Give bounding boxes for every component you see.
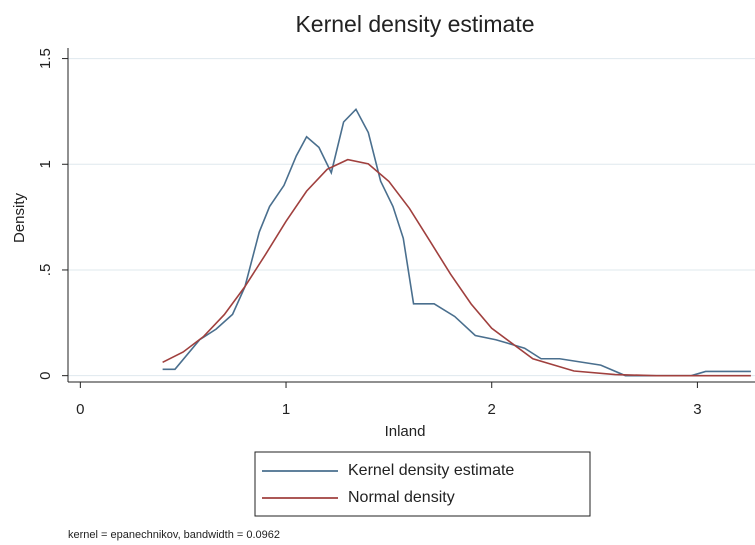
y-tick-label: 1 xyxy=(37,160,54,168)
y-tick-label: 1.5 xyxy=(37,48,54,69)
y-axis-label: Density xyxy=(11,192,28,243)
legend-label: Normal density xyxy=(348,489,455,506)
note: kernel = epanechnikov, bandwidth = 0.096… xyxy=(68,529,280,541)
y-tick-label: .5 xyxy=(37,264,54,277)
series-line xyxy=(162,107,751,377)
legend-label: Kernel density estimate xyxy=(348,462,514,479)
x-tick-label: 1 xyxy=(282,401,290,418)
x-tick-label: 0 xyxy=(76,401,84,418)
chart-title: Kernel density estimate xyxy=(295,11,534,37)
x-tick-label: 2 xyxy=(488,401,496,418)
series-line xyxy=(162,158,751,377)
y-tick-label: 0 xyxy=(37,371,54,379)
x-axis-label: Inland xyxy=(385,423,426,440)
x-tick-label: 3 xyxy=(693,401,701,418)
legend-box xyxy=(254,451,591,517)
